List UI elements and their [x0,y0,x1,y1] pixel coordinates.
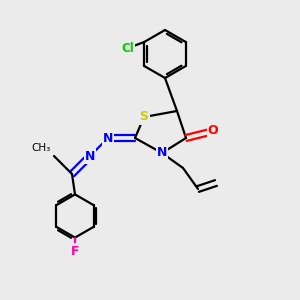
Text: N: N [157,146,167,160]
Text: N: N [85,149,95,163]
Text: F: F [71,244,79,258]
Text: O: O [208,124,218,137]
Text: N: N [103,131,113,145]
Text: S: S [140,110,148,124]
Text: CH₃: CH₃ [32,143,51,153]
Text: Cl: Cl [121,41,134,55]
